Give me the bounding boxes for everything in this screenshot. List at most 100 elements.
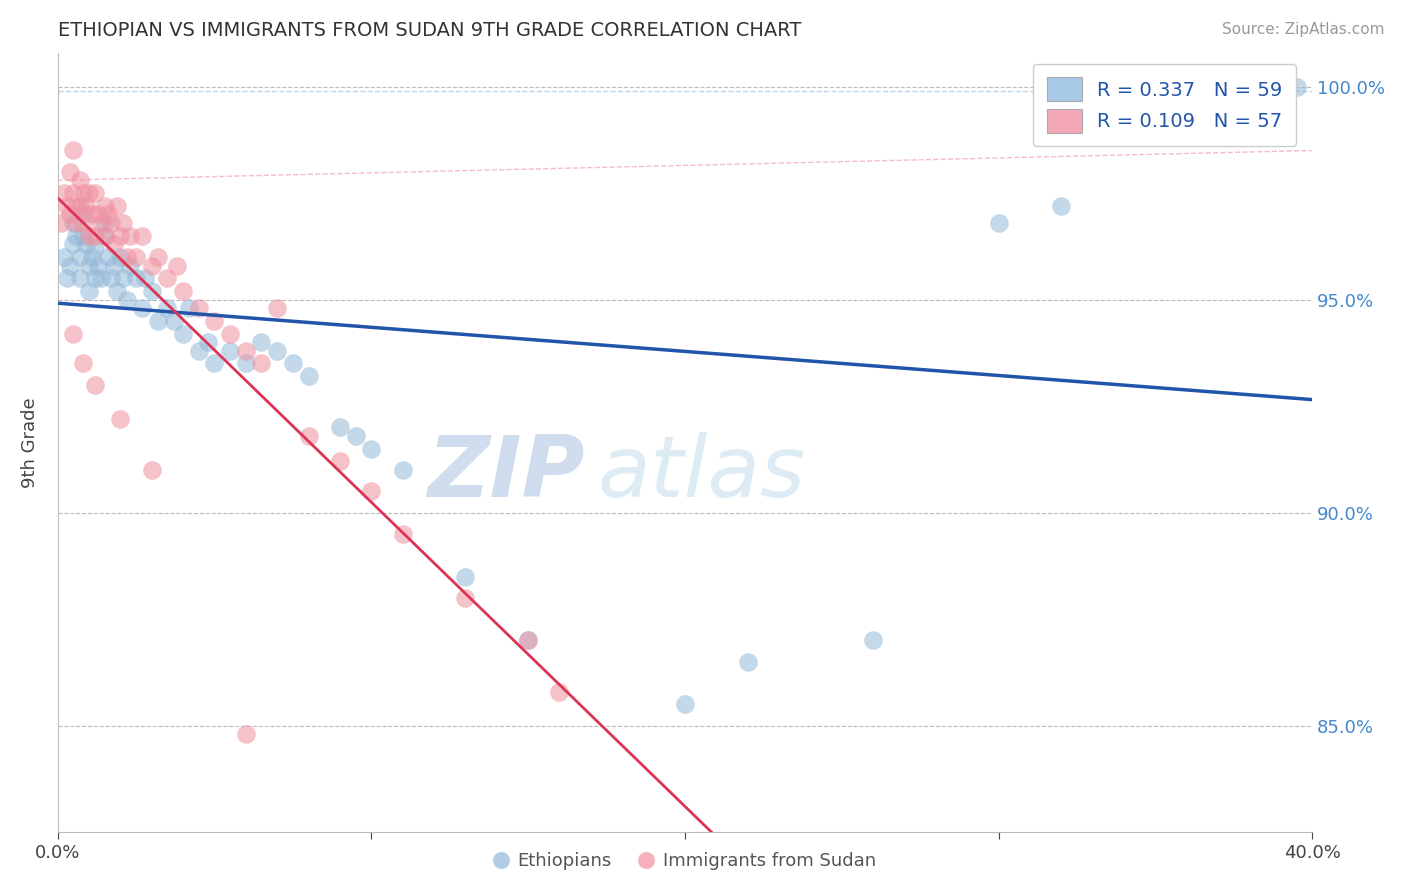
Point: [146, 250, 169, 264]
Point: [93, 199, 115, 213]
Y-axis label: 9th Grade: 9th Grade: [21, 397, 39, 488]
Point: [204, 314, 226, 328]
Point: [72, 186, 94, 200]
Point: [112, 216, 135, 230]
Point: [172, 326, 194, 341]
Point: [250, 335, 273, 350]
Point: [454, 591, 477, 605]
Point: [172, 284, 194, 298]
Point: [77, 186, 100, 200]
Point: [62, 237, 84, 252]
Point: [69, 250, 91, 264]
Point: [329, 420, 352, 434]
Point: [125, 271, 148, 285]
Point: [987, 216, 1010, 230]
Point: [115, 293, 138, 307]
Text: ZIP: ZIP: [427, 432, 585, 515]
Point: [77, 259, 100, 273]
Point: [146, 314, 169, 328]
Point: [360, 442, 382, 456]
Point: [141, 463, 163, 477]
Point: [80, 250, 103, 264]
Point: [112, 271, 135, 285]
Point: [141, 259, 163, 273]
Point: [77, 284, 100, 298]
Point: [125, 250, 148, 264]
Point: [80, 207, 103, 221]
Point: [69, 173, 91, 187]
Point: [87, 207, 110, 221]
Point: [156, 271, 179, 285]
Point: [65, 199, 87, 213]
Point: [52, 250, 75, 264]
Point: [69, 271, 91, 285]
Point: [166, 259, 188, 273]
Point: [62, 144, 84, 158]
Point: [59, 165, 82, 179]
Point: [118, 228, 141, 243]
Point: [141, 284, 163, 298]
Point: [69, 199, 91, 213]
Point: [84, 186, 107, 200]
Point: [360, 484, 382, 499]
Point: [103, 237, 125, 252]
Point: [110, 228, 132, 243]
Point: [75, 237, 97, 252]
Point: [62, 326, 84, 341]
Point: [118, 259, 141, 273]
Point: [100, 271, 122, 285]
Point: [163, 314, 186, 328]
Point: [100, 216, 122, 230]
Point: [281, 357, 304, 371]
Point: [72, 216, 94, 230]
Point: [65, 216, 87, 230]
Point: [179, 301, 201, 315]
Point: [110, 250, 132, 264]
Point: [84, 228, 107, 243]
Point: [297, 429, 319, 443]
Point: [250, 357, 273, 371]
Point: [77, 228, 100, 243]
Point: [517, 633, 540, 648]
Point: [219, 326, 242, 341]
Point: [105, 199, 128, 213]
Point: [72, 228, 94, 243]
Point: [59, 207, 82, 221]
Point: [65, 228, 87, 243]
Point: [134, 271, 156, 285]
Point: [97, 207, 120, 221]
Point: [204, 357, 226, 371]
Point: [197, 335, 219, 350]
Point: [90, 216, 112, 230]
Point: [344, 429, 367, 443]
Point: [62, 216, 84, 230]
Point: [266, 301, 288, 315]
Point: [329, 454, 352, 468]
Point: [235, 343, 257, 358]
Point: [62, 186, 84, 200]
Point: [737, 655, 759, 669]
Point: [52, 186, 75, 200]
Point: [673, 698, 696, 712]
Point: [548, 684, 571, 698]
Text: Source: ZipAtlas.com: Source: ZipAtlas.com: [1222, 22, 1385, 37]
Point: [56, 271, 79, 285]
Point: [391, 463, 413, 477]
Point: [454, 569, 477, 583]
Point: [103, 259, 125, 273]
Point: [1285, 79, 1308, 94]
Point: [90, 271, 112, 285]
Point: [72, 357, 94, 371]
Point: [93, 228, 115, 243]
Point: [87, 259, 110, 273]
Point: [59, 259, 82, 273]
Point: [187, 343, 209, 358]
Point: [49, 216, 72, 230]
Point: [235, 727, 257, 741]
Point: [72, 207, 94, 221]
Point: [84, 377, 107, 392]
Point: [297, 369, 319, 384]
Point: [862, 633, 884, 648]
Point: [84, 271, 107, 285]
Point: [235, 357, 257, 371]
